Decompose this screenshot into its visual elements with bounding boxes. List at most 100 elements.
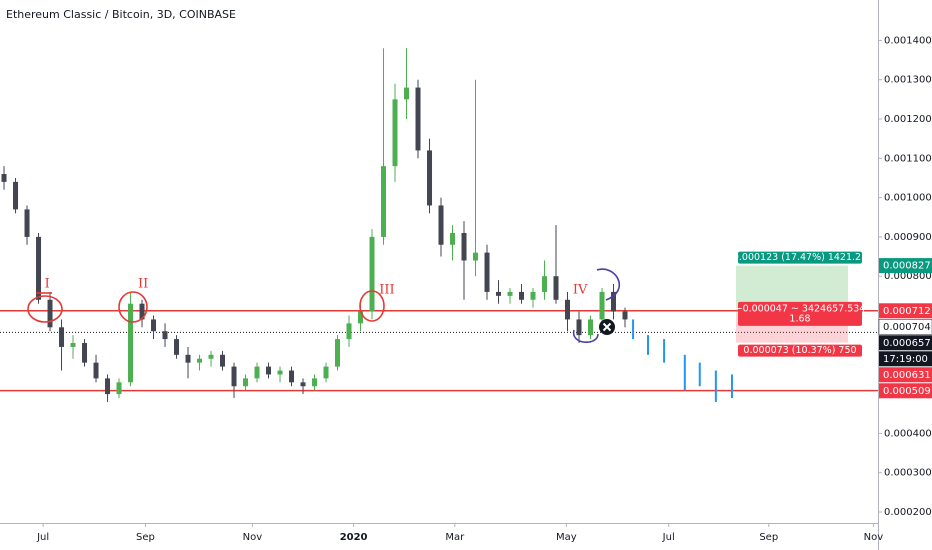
candle-body [358,311,364,324]
candle-body [588,319,594,336]
candle-body [220,354,226,367]
price-label: 0.000827 [883,261,931,272]
wave-label: I [45,277,50,292]
price-label-box [879,303,932,319]
target-label-box [738,251,862,264]
price-label-box [878,319,932,335]
candle-body [369,236,375,312]
candle-body [461,232,467,261]
candle-body [404,87,410,100]
candle-body [139,303,145,320]
center-label-box [738,301,862,326]
y-tick-label: 0.001000 [884,193,932,204]
y-tick-label: 0.001100 [884,153,932,164]
candle-body [116,382,122,395]
price-label: 0.000631 [883,370,931,381]
candle-body [519,291,525,300]
close-icon-x [602,322,612,332]
candle-body [484,252,490,292]
candle-body [47,299,53,328]
candle-body [70,343,76,347]
circle [118,291,148,323]
x-tick-label: Jul [36,532,49,543]
candle-body [82,343,88,363]
price-label-box [879,383,932,399]
candle-body [185,354,191,363]
y-tick-label: 0.000800 [884,271,932,282]
y-tick-label: 0.000300 [884,468,932,479]
circle [596,268,621,301]
candle-body [266,366,272,375]
candle-body [381,166,387,237]
y-tick-label: 0.001200 [884,114,932,125]
candle-body [450,232,456,245]
wave-label: III [379,282,394,297]
candle-body [496,291,502,296]
x-tick-label: Nov [243,532,263,543]
x-tick-label: May [556,532,577,543]
circle [359,290,385,322]
candle-body [128,303,134,383]
center-label: 1.68 [789,313,810,324]
y-tick-label: 0.001400 [884,35,932,46]
candle-body [427,150,433,206]
annotations [27,268,621,343]
x-tick-label: Sep [136,532,155,543]
price-label: 0.000657 [883,338,931,349]
candle-body [36,236,42,300]
candle-body [105,378,111,395]
candle-body [599,291,605,320]
candle-body [507,291,513,296]
candle-body [542,276,548,292]
candle-body [473,252,479,261]
candle-body [277,370,283,375]
target-label: 0.000123 (17.47%) 1421.23 [733,252,867,263]
x-tick-label: Sep [759,532,778,543]
y-tick-label: 0.000900 [884,232,932,243]
center-label: −0.000047 ~ 3424657.534 [735,303,866,314]
candle-body [622,311,628,320]
candle-body [93,362,99,379]
y-tick-label: 0.000400 [884,428,932,439]
candle-body [231,366,237,387]
price-label-box [879,258,932,274]
circle [27,295,63,323]
price-label-box [879,351,932,367]
candle-body [530,291,536,300]
candle-body [24,209,30,237]
candle-body [254,366,260,379]
price-label: 17:19:00 [883,354,928,365]
candle-body [289,370,295,383]
candle-body [151,319,157,332]
candle-body [300,382,306,387]
x-tick-label: Nov [864,532,884,543]
candle-body [1,174,7,182]
price-label: 0.000712 [883,306,931,317]
candle-body [208,354,214,359]
candle-body [611,291,617,312]
price-label-box [879,335,932,351]
chart-title: Ethereum Classic / Bitcoin, 3D, COINBASE [6,8,236,21]
candle-body [162,331,168,340]
price-label: 0.000704 [883,322,931,333]
candle-body [565,299,571,320]
price-label: 0.000509 [883,386,931,397]
candle-body [243,378,249,387]
candle-body [59,327,65,347]
candle-body [323,366,329,379]
candle-body [197,358,203,363]
candle-body [392,99,398,167]
candle-body [346,323,352,340]
x-tick-label: Mar [445,532,465,543]
circle [573,329,599,343]
y-tick-label: 0.001300 [884,75,932,86]
candle-body [312,378,318,387]
candle-body [174,339,180,355]
candle-body [13,181,19,210]
candle-body [553,276,559,300]
y-tick-label: 0.000200 [884,507,932,518]
stop-label: 0.000073 (10.37%) 750 [743,345,856,356]
wave-label: IV [573,282,588,297]
